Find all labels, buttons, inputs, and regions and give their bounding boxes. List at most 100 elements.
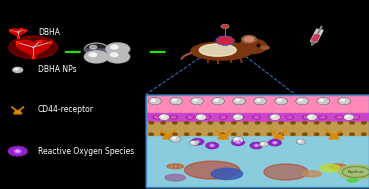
- Circle shape: [346, 116, 349, 117]
- Circle shape: [171, 116, 176, 118]
- Ellipse shape: [9, 36, 58, 59]
- Circle shape: [16, 69, 18, 70]
- Circle shape: [184, 133, 189, 135]
- Circle shape: [262, 143, 264, 144]
- Polygon shape: [273, 135, 284, 139]
- Circle shape: [161, 122, 165, 124]
- Circle shape: [203, 115, 210, 119]
- Circle shape: [238, 116, 242, 118]
- Circle shape: [220, 115, 227, 119]
- Circle shape: [84, 43, 109, 56]
- Circle shape: [278, 99, 281, 101]
- Circle shape: [190, 141, 197, 145]
- Circle shape: [326, 122, 331, 124]
- Circle shape: [236, 139, 238, 140]
- Circle shape: [242, 36, 256, 43]
- Circle shape: [106, 43, 130, 55]
- Polygon shape: [269, 139, 281, 146]
- Circle shape: [239, 39, 267, 53]
- Circle shape: [299, 99, 302, 101]
- Circle shape: [317, 98, 329, 104]
- Circle shape: [153, 115, 161, 119]
- Circle shape: [254, 116, 259, 118]
- Circle shape: [300, 100, 302, 101]
- Bar: [146, 94, 369, 187]
- Circle shape: [163, 116, 164, 117]
- Ellipse shape: [261, 46, 269, 49]
- Circle shape: [149, 122, 154, 124]
- Circle shape: [255, 133, 260, 135]
- Circle shape: [272, 141, 277, 144]
- Polygon shape: [8, 146, 27, 156]
- Circle shape: [211, 145, 213, 146]
- Ellipse shape: [320, 164, 340, 172]
- Circle shape: [173, 133, 177, 135]
- Circle shape: [234, 115, 242, 119]
- Circle shape: [212, 98, 224, 104]
- Circle shape: [338, 133, 342, 135]
- Circle shape: [287, 116, 292, 118]
- Circle shape: [105, 43, 130, 56]
- Circle shape: [279, 100, 281, 101]
- Circle shape: [234, 98, 245, 104]
- Ellipse shape: [199, 44, 236, 56]
- Ellipse shape: [329, 164, 346, 169]
- Circle shape: [221, 25, 229, 28]
- Circle shape: [233, 137, 243, 143]
- Circle shape: [286, 115, 293, 119]
- Circle shape: [232, 133, 236, 135]
- Polygon shape: [10, 29, 25, 37]
- Circle shape: [321, 116, 325, 118]
- Circle shape: [220, 122, 224, 124]
- Circle shape: [208, 133, 213, 135]
- Circle shape: [174, 100, 176, 101]
- Circle shape: [337, 116, 342, 118]
- Circle shape: [237, 100, 239, 101]
- Circle shape: [197, 115, 206, 119]
- Circle shape: [354, 116, 358, 118]
- Circle shape: [159, 115, 169, 120]
- Circle shape: [362, 133, 366, 135]
- Circle shape: [326, 133, 331, 135]
- Circle shape: [244, 37, 254, 42]
- Circle shape: [236, 115, 244, 119]
- Circle shape: [309, 116, 312, 117]
- Circle shape: [237, 116, 238, 117]
- Circle shape: [255, 122, 260, 124]
- Circle shape: [192, 142, 194, 143]
- Circle shape: [155, 116, 159, 118]
- Circle shape: [15, 68, 18, 70]
- Bar: [146, 94, 369, 187]
- Ellipse shape: [303, 171, 321, 177]
- Circle shape: [260, 142, 268, 146]
- Circle shape: [233, 115, 243, 120]
- Wedge shape: [85, 49, 108, 55]
- Circle shape: [191, 98, 203, 104]
- Circle shape: [173, 99, 176, 101]
- Circle shape: [210, 144, 215, 147]
- Circle shape: [244, 133, 248, 135]
- Circle shape: [149, 98, 161, 104]
- Circle shape: [314, 122, 319, 124]
- Circle shape: [196, 133, 201, 135]
- Circle shape: [304, 116, 308, 118]
- Circle shape: [84, 50, 109, 63]
- Ellipse shape: [191, 42, 252, 60]
- Circle shape: [196, 115, 206, 120]
- Circle shape: [262, 143, 264, 144]
- Circle shape: [267, 122, 272, 124]
- Circle shape: [161, 133, 165, 135]
- Circle shape: [269, 115, 277, 119]
- Circle shape: [291, 133, 295, 135]
- Ellipse shape: [339, 165, 369, 179]
- Ellipse shape: [347, 179, 358, 182]
- Circle shape: [16, 150, 20, 152]
- Circle shape: [235, 141, 241, 144]
- Circle shape: [336, 115, 343, 119]
- Circle shape: [220, 133, 224, 135]
- Circle shape: [161, 116, 164, 117]
- Circle shape: [85, 51, 108, 63]
- Circle shape: [196, 141, 199, 142]
- Circle shape: [160, 115, 169, 119]
- Circle shape: [338, 98, 350, 104]
